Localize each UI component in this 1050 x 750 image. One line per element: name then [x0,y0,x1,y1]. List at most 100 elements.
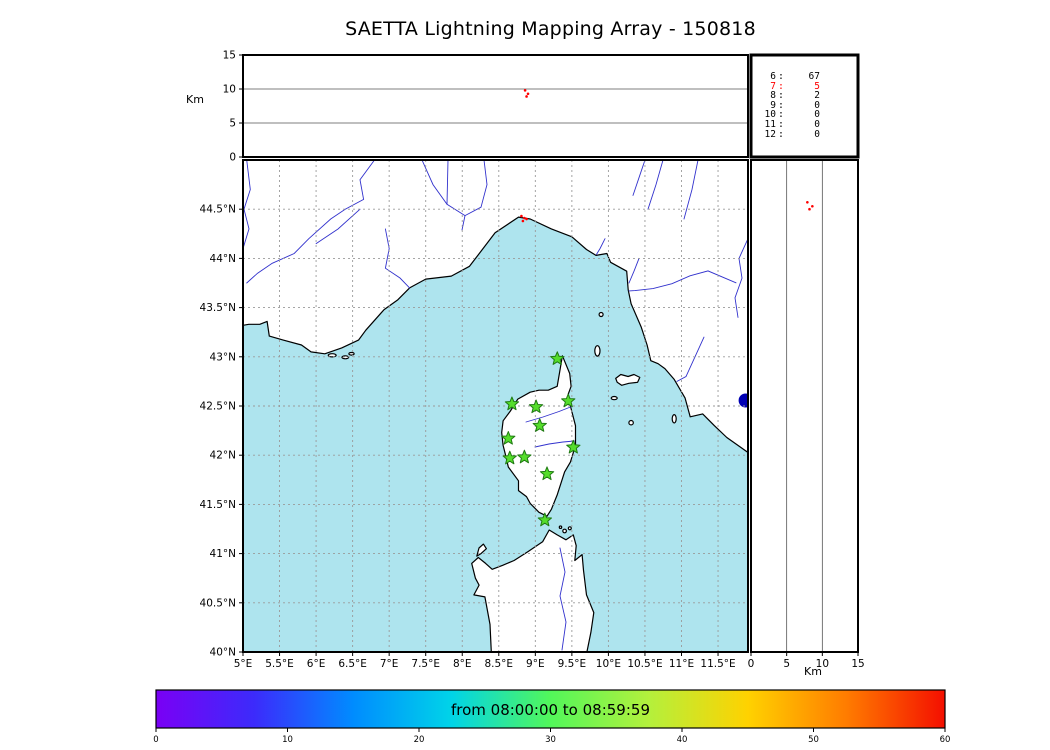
altitude-count-row: 12:0 [764,128,820,140]
alt-tick-label-right: 5 [783,658,790,670]
lat-tick-label: 42°N [210,450,236,462]
time-colorbar [155,689,946,729]
rivers [243,160,748,651]
lon-tick-label: 8.5°E [484,658,513,670]
altitude-longitude-panel-border [242,54,749,158]
colorbar-tick-label: 30 [545,735,556,745]
lma-station-star-marker [517,449,532,464]
lat-tick-label: 44°N [210,253,236,265]
lat-tick-label: 40.5°N [200,597,236,609]
lightning-source-alt-lat-dot [811,204,814,208]
lon-tick-label: 6.5°E [338,658,367,670]
colorbar-tick-label: 50 [808,735,819,745]
lma-station-star-marker [537,512,552,527]
alt-tick-label-right: 15 [851,658,864,670]
lma-station-star-marker [561,393,576,408]
lon-tick-label: 11.5°E [700,658,735,670]
montecristo-island [628,419,634,426]
lightning-source-alt-lat-dot [808,207,811,211]
hyeres-island-1 [327,353,337,358]
lightning-events-layer [520,89,814,223]
giglio-island [671,413,677,424]
altitude-count-panel: 6:67 7:5 8:2 9:0 10:0 11:0 12:0 [752,72,852,139]
lon-tick-label: 11°E [669,658,694,670]
alt-tick-label-top: 10 [223,84,236,96]
lon-tick-label: 5°E [234,658,253,670]
alt-tick-label-top: 0 [229,152,236,164]
lon-tick-label: 9°E [526,658,545,670]
tick-labels-layer: 5°E 5.5°E 6°E 6.5°E 7°E 7.5°E 8°E 8.5°E 9°E 9.5°E… [153,50,950,746]
hyeres-island-2 [341,355,350,360]
lon-tick-label: 7°E [380,658,399,670]
maddalena-island-1 [562,528,568,534]
hyeres-island-3 [348,351,355,356]
elba-island [615,373,641,386]
alt-tick-label-top: 15 [223,50,236,62]
colorbar-tick-label: 10 [282,735,293,745]
mainland-france-italy-coast [243,160,748,454]
lon-tick-label: 6°E [307,658,326,670]
lma-station-star-marker [502,450,517,465]
lma-station-star-marker [528,399,544,414]
altitude-count-row: 9:0 [770,99,820,111]
altitude-latitude-panel-border [750,159,859,653]
alt-axis-label-top: Km [186,93,204,106]
stations-layer [501,351,581,527]
altitude-count-row: 11:0 [764,118,820,130]
lat-tick-label: 40°N [210,647,236,659]
lon-tick-label: 5.5°E [265,658,294,670]
lat-tick-label: 44.5°N [200,204,236,216]
lightning-source-map-dot [521,219,525,223]
lma-station-star-marker [550,351,565,365]
map-panel [243,160,748,652]
lma-station-star-marker [539,466,555,481]
lat-tick-label: 43°N [210,351,236,363]
lightning-source-alt-lon-dot [525,95,528,98]
alt-tick-label-right: 0 [748,658,755,670]
lon-tick-label: 10.5°E [627,658,662,670]
pianosa-island [610,395,618,401]
lma-station-star-marker [566,439,581,454]
lon-tick-label: 10°E [596,658,621,670]
gorgona-island [598,311,604,318]
altitude-count-row: 10:0 [764,109,820,121]
alt-tick-label-top: 5 [229,118,236,130]
lon-tick-label: 9.5°E [558,658,587,670]
lat-tick-label: 41°N [210,548,236,560]
page-title: SAETTA Lightning Mapping Array - 150818 [345,18,756,40]
asinara-island [476,543,487,557]
lma-station-star-marker [504,396,520,411]
altitude-count-row: 6:67 [770,71,820,82]
sardinia-island [471,529,595,652]
lightning-source-map-dot [520,214,523,218]
stats-panel-border [749,53,860,159]
colorbar-time-label: from 08:00:00 to 08:59:59 [450,701,650,719]
lma-station-star-marker [501,431,516,445]
corsica-island [501,355,577,517]
lma-station-star-marker [532,418,547,432]
lake-bolsena [738,393,748,408]
alt-tick-label-right: 10 [816,658,829,670]
lat-tick-label: 43.5°N [200,302,236,314]
tick-marks-layer [155,54,946,732]
lat-tick-label: 41.5°N [200,499,236,511]
colorbar-tick-label: 20 [414,735,425,745]
capraia-island [594,345,601,357]
lon-tick-label: 8°E [453,658,472,670]
maddalena-island-3 [558,525,563,530]
alt-axis-label-right: Km [804,665,822,678]
lat-tick-label: 42.5°N [200,401,236,413]
altitude-count-row: 8:2 [770,90,820,102]
maddalena-island-2 [567,526,572,531]
altitude-count-row: 7:5 [770,80,820,92]
colorbar-tick-label: 60 [940,735,951,745]
colorbar-tick-label: 0 [153,735,158,745]
lightning-source-alt-lon-dot [526,92,530,96]
lightning-source-alt-lon-dot [523,89,527,92]
lightning-source-map-dot [523,216,526,220]
lon-tick-label: 7.5°E [411,658,440,670]
colorbar-tick-label: 40 [677,735,688,745]
lightning-source-map-dot [525,217,528,221]
